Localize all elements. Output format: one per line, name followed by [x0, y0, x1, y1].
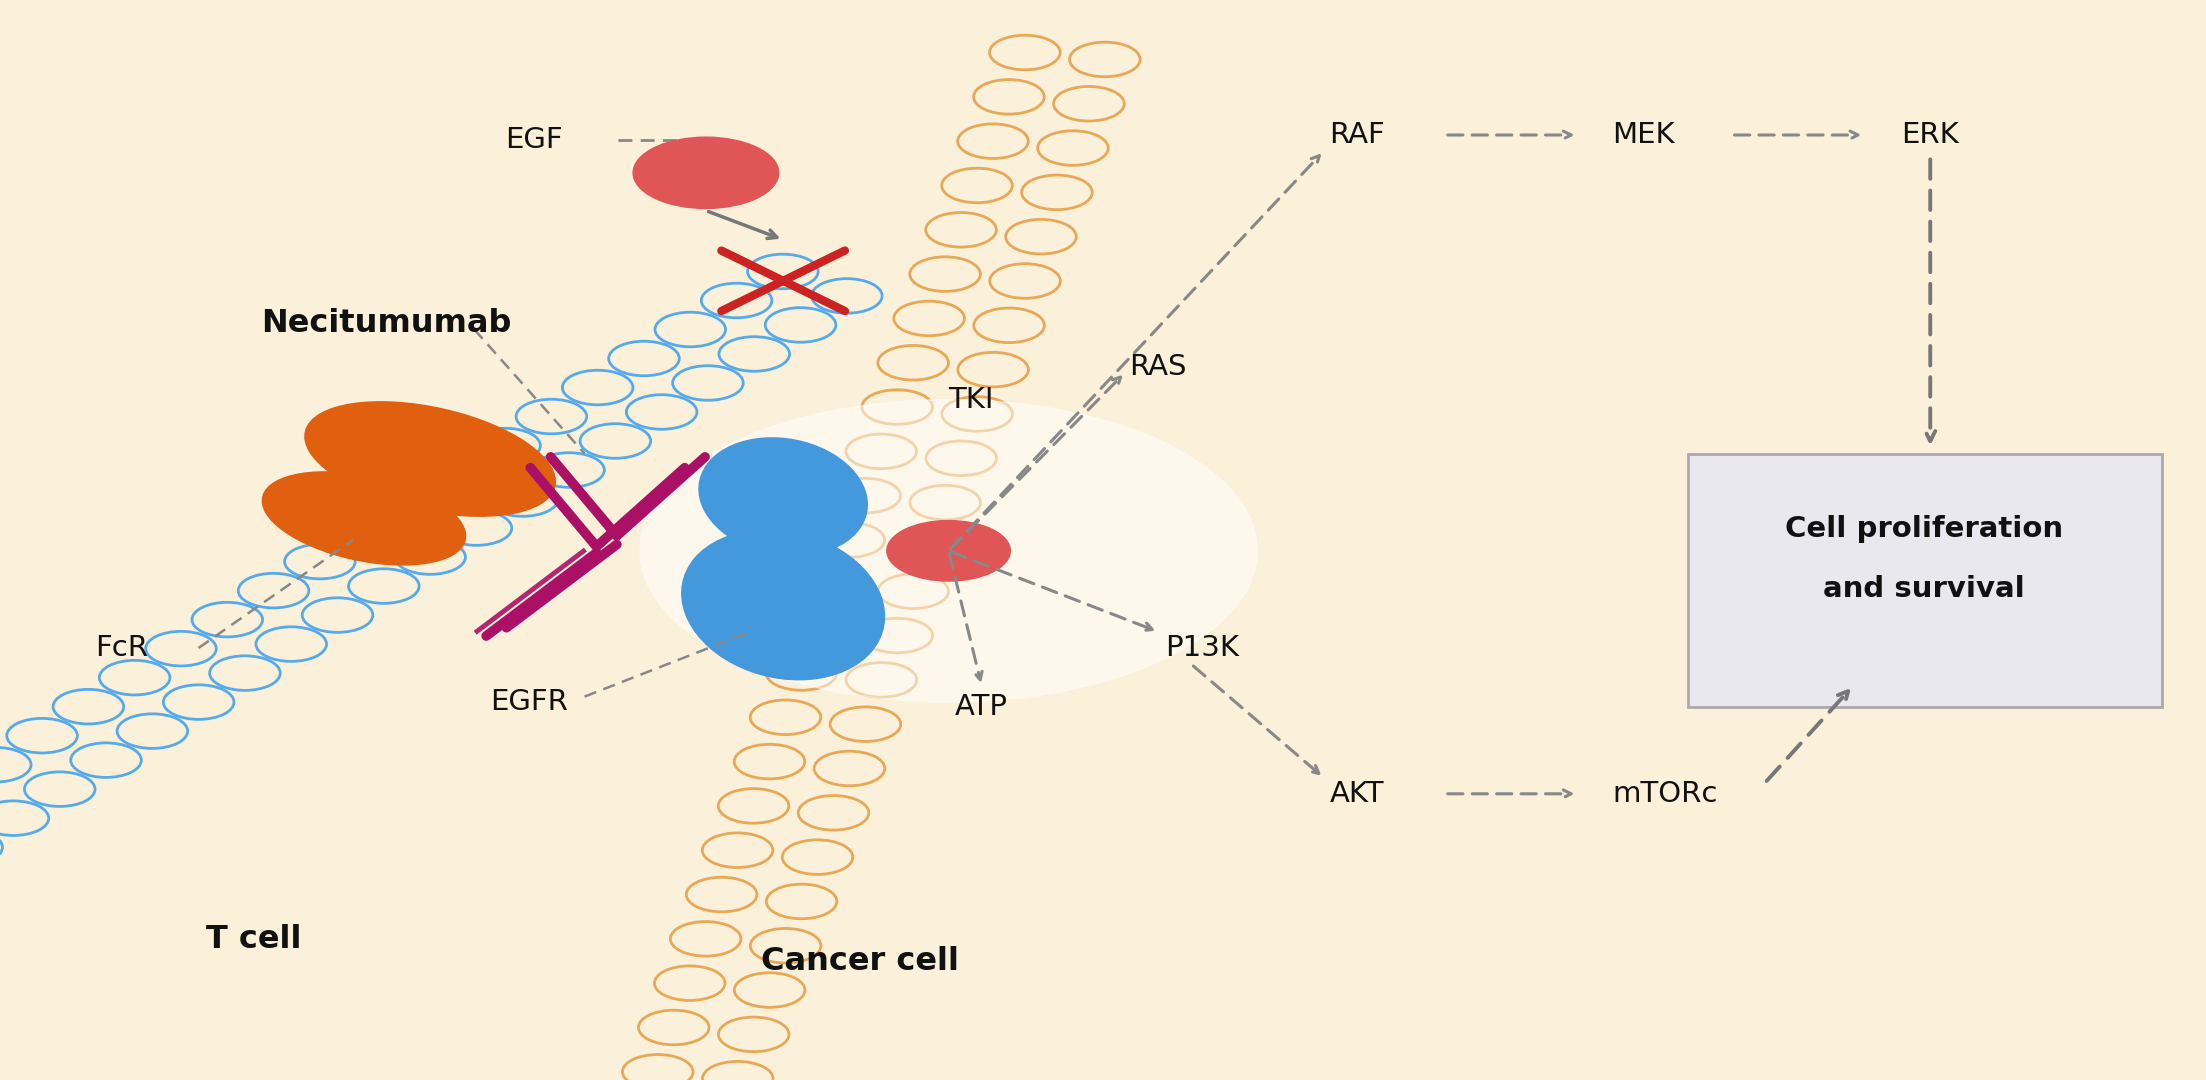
Text: mTORc: mTORc	[1613, 780, 1718, 808]
Text: AKT: AKT	[1330, 780, 1383, 808]
Ellipse shape	[304, 402, 556, 516]
Ellipse shape	[263, 472, 465, 565]
Text: and survival: and survival	[1822, 575, 2025, 603]
Text: ATP: ATP	[955, 693, 1008, 721]
Text: MEK: MEK	[1613, 121, 1674, 149]
Text: ERK: ERK	[1902, 121, 1959, 149]
Text: RAS: RAS	[1129, 353, 1187, 381]
Text: EGFR: EGFR	[490, 688, 569, 716]
Text: T cell: T cell	[205, 924, 302, 955]
Text: TKI: TKI	[949, 386, 993, 414]
Circle shape	[640, 400, 1257, 702]
Text: RAF: RAF	[1328, 121, 1385, 149]
Circle shape	[633, 137, 779, 208]
Text: EGF: EGF	[505, 126, 563, 154]
Ellipse shape	[682, 530, 885, 679]
Text: P13K: P13K	[1165, 634, 1240, 662]
Text: Cell proliferation: Cell proliferation	[1785, 515, 2063, 543]
FancyBboxPatch shape	[1688, 454, 2162, 707]
Text: FcR: FcR	[95, 634, 148, 662]
Ellipse shape	[699, 437, 867, 556]
Text: Necitumumab: Necitumumab	[260, 309, 512, 339]
Text: Cancer cell: Cancer cell	[761, 946, 960, 976]
Circle shape	[887, 521, 1010, 581]
